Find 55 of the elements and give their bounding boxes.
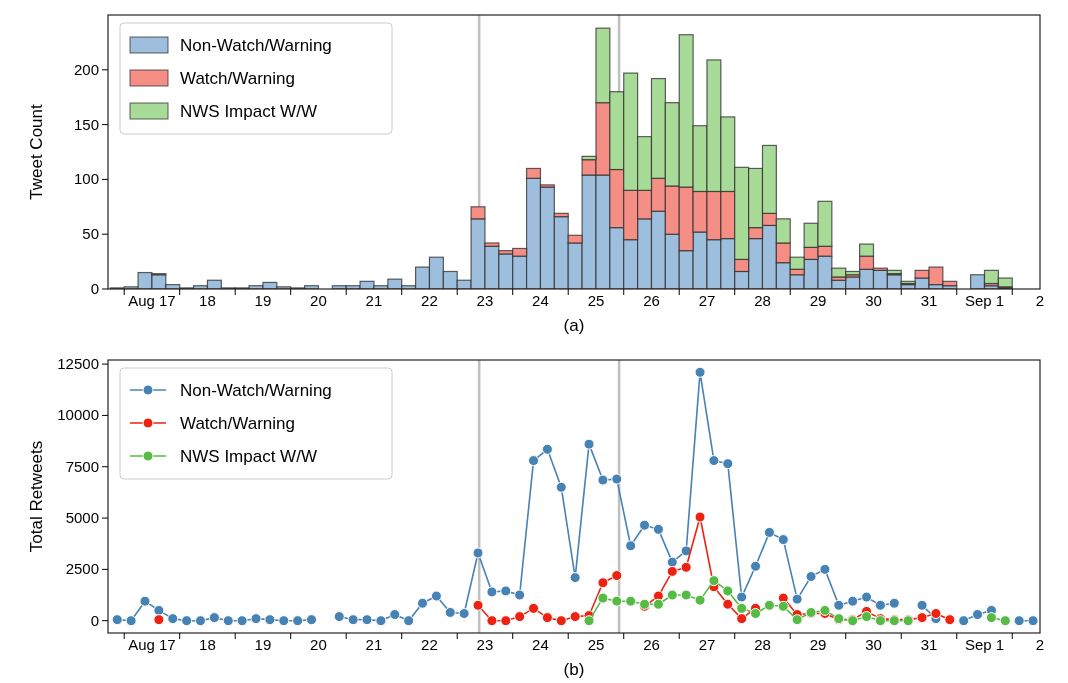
x-tick-label: 26 xyxy=(643,292,660,309)
y-tick-label: 0 xyxy=(90,280,99,297)
x-tick-label: 20 xyxy=(310,292,327,309)
text: (a) xyxy=(563,316,585,335)
x-tick-label: 22 xyxy=(421,636,438,653)
x-tick-label: 19 xyxy=(254,292,272,309)
legend-label: Watch/Warning xyxy=(180,414,295,433)
legend-label: NWS Impact W/W xyxy=(180,447,317,466)
y-tick-label: 50 xyxy=(82,225,99,243)
x-tick-label: 27 xyxy=(698,292,716,309)
x-tick-label: 19 xyxy=(254,636,272,653)
x-tick-label: 2 xyxy=(1035,636,1045,653)
x-tick-label: 25 xyxy=(587,636,605,653)
y-axis-title: Tweet Count xyxy=(27,104,46,200)
x-tick-label: 29 xyxy=(809,636,827,653)
x-tick-label: 23 xyxy=(476,292,494,309)
x-tick-label: 25 xyxy=(587,292,605,309)
x-tick-label: 31 xyxy=(920,636,938,653)
y-axis-title: Total Retweets xyxy=(27,440,46,553)
text: (b) xyxy=(563,660,585,679)
x-tick-label: 21 xyxy=(365,292,383,309)
x-tick-label: Sep 1 xyxy=(964,636,1005,653)
x-tick-label: 28 xyxy=(754,292,771,309)
x-tick-label: Aug 17 xyxy=(128,636,176,653)
x-tick-label: Aug 17 xyxy=(128,292,176,309)
y-tick-label: 7500 xyxy=(65,457,99,475)
x-tick-label: 26 xyxy=(643,636,660,653)
x-tick-label: 21 xyxy=(365,636,383,653)
x-tick-label: 18 xyxy=(199,292,216,309)
y-tick-label: 200 xyxy=(73,60,99,78)
legend-label: Non-Watch/Warning xyxy=(180,36,332,55)
legend-label: NWS Impact W/W xyxy=(180,102,317,121)
y-tick-label: 100 xyxy=(73,170,99,188)
y-tick-label: 0 xyxy=(90,611,99,629)
legend-label: Non-Watch/Warning xyxy=(180,381,332,400)
legend-label: Watch/Warning xyxy=(180,69,295,88)
x-tick-label: 28 xyxy=(754,636,771,653)
y-tick-label: 150 xyxy=(73,115,99,133)
y-tick-label: 10000 xyxy=(57,406,99,424)
x-tick-label: 30 xyxy=(865,292,882,309)
y-tick-label: 12500 xyxy=(57,355,99,373)
x-tick-label: 24 xyxy=(532,636,549,653)
x-tick-label: 22 xyxy=(421,292,438,309)
y-tick-label: 5000 xyxy=(65,509,99,527)
x-tick-label: 31 xyxy=(920,292,938,309)
x-tick-label: 29 xyxy=(809,292,827,309)
x-tick-label: 30 xyxy=(865,636,882,653)
x-tick-label: Sep 1 xyxy=(964,292,1005,309)
x-tick-label: 18 xyxy=(199,636,216,653)
x-tick-label: 24 xyxy=(532,292,549,309)
x-tick-label: 27 xyxy=(698,636,716,653)
x-tick-label: 2 xyxy=(1035,292,1045,309)
x-tick-label: 23 xyxy=(476,636,494,653)
x-tick-label: 20 xyxy=(310,636,327,653)
y-tick-label: 2500 xyxy=(65,560,99,578)
